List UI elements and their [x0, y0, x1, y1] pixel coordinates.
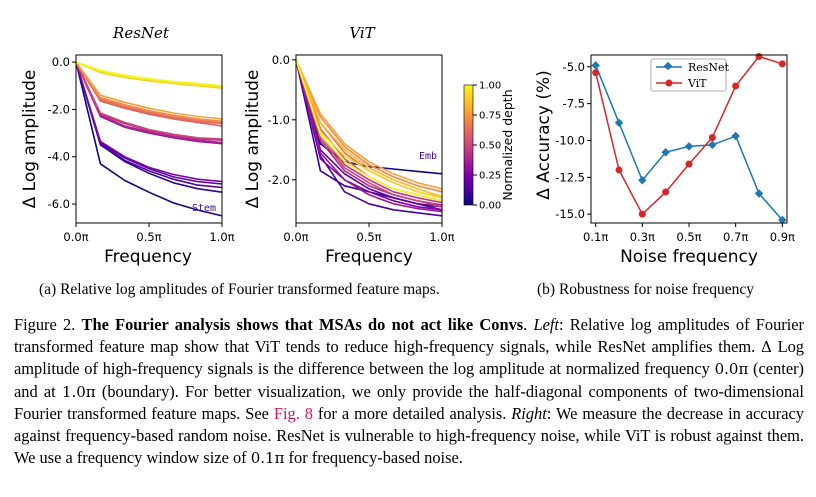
robustness-xtick-label: 0.9π — [770, 230, 795, 244]
resnet-line-15 — [75, 61, 223, 88]
resnet-xtick-label: 0.5π — [136, 230, 161, 244]
robustness-xtick-label: 0.3π — [630, 230, 655, 244]
resnet-line-16 — [75, 61, 223, 87]
vit-line-0 — [295, 59, 443, 175]
resnet-line-6 — [75, 61, 223, 144]
figure-caption: Figure 2. The Fourier analysis shows tha… — [14, 315, 805, 467]
resnet-line-4 — [75, 61, 223, 183]
colorbar-tick-label: 0.00 — [479, 201, 501, 212]
vit-point — [732, 82, 740, 90]
colorbar-gradient — [463, 84, 474, 206]
resnet-xtick-label: 0.0π — [63, 230, 88, 244]
resnet-title: ResNet — [112, 24, 170, 42]
vit-point — [708, 134, 716, 142]
vit-title: ViT — [349, 24, 375, 42]
resnet-line-8 — [75, 61, 223, 140]
legend-vit-marker — [665, 79, 673, 87]
resnet-ytick-label: -2.0 — [48, 102, 70, 116]
robustness-xtick-label: 0.7π — [723, 230, 748, 244]
robustness-xlabel: Noise frequency — [620, 247, 758, 267]
colorbar-tick-label: 0.75 — [479, 111, 501, 122]
vit-ticks: 0.0π 0.5π 1.0π 0.0 -1.0 -2.0 — [268, 53, 455, 244]
subcaption-a: (a) Relative log amplitudes of Fourier t… — [39, 281, 440, 298]
resnet-ytick-label: -4.0 — [48, 150, 70, 164]
legend-resnet-label: ResNet — [688, 61, 730, 74]
vit-ylabel: Δ Log amplitude — [243, 70, 263, 209]
resnet-ylabel: Δ Log amplitude — [20, 70, 40, 209]
vit-point — [638, 210, 646, 218]
vit-line-4 — [295, 59, 443, 211]
vit-xlabel: Frequency — [325, 247, 413, 267]
vit-line-13 — [295, 59, 443, 198]
figure: ResNet 0.0π 0.5π 1.0π0.0-2.0-4.0-6.0 Stem … — [20, 24, 795, 267]
resnet-point — [684, 142, 694, 151]
vit-xtick-label: 0.5π — [356, 230, 381, 244]
resnet-xtick-label: 1.0π — [209, 230, 234, 244]
vit-line-14 — [295, 59, 443, 199]
robustness-ytick-label: -15.0 — [555, 207, 585, 221]
vit-series-lines — [295, 59, 443, 217]
resnet-line-3 — [75, 61, 223, 185]
robustness-ticks: 0.1π 0.3π 0.5π 0.7π 0.9π -5.0 -7.5 -10.0 -12.5 -1… — [555, 60, 795, 244]
robustness-xtick-label: 0.1π — [583, 230, 608, 244]
vit-point — [778, 60, 786, 68]
robustness-xtick-label: 0.5π — [676, 230, 701, 244]
vit-xtick-label: 1.0π — [429, 230, 454, 244]
vit-panel: ViT 0.0π 0.5π 1.0π 0.0 -1.0 -2.0 Emb Frequenc… — [243, 24, 455, 267]
legend: ResNet ViT — [650, 58, 730, 92]
vit-ytick-label: -2.0 — [268, 173, 290, 187]
resnet-line-14 — [75, 61, 223, 89]
resnet-ytick-label: 0.0 — [52, 55, 70, 69]
vit-line-12 — [295, 59, 443, 190]
resnet-series-lines — [75, 61, 223, 217]
vit-point — [662, 188, 670, 196]
colorbar: 0.00 0.25 0.50 0.75 1.00 Normalized depth — [463, 81, 515, 212]
robustness-ylabel: Δ Accuracy (%) — [534, 70, 554, 199]
vit-line-15 — [295, 59, 443, 202]
resnet-point — [731, 131, 740, 141]
colorbar-label: Normalized depth — [500, 89, 515, 200]
robustness-ytick-label: -7.5 — [563, 97, 585, 111]
resnet-line-0 — [75, 61, 223, 217]
vit-point — [592, 69, 600, 77]
resnet-point — [591, 61, 600, 70]
subcaption-b: (b) Robustness for noise frequency — [537, 281, 754, 298]
robustness-ytick-label: -10.0 — [555, 133, 585, 147]
vit-annotation: Emb — [419, 151, 437, 162]
vit-point — [615, 166, 623, 174]
resnet-line-12 — [75, 61, 223, 123]
vit-xtick-label: 0.0π — [283, 230, 308, 244]
vit-ytick-label: -1.0 — [268, 113, 290, 127]
resnet-line-9 — [75, 61, 223, 127]
robustness-ytick-label: -5.0 — [563, 60, 585, 74]
vit-point — [685, 160, 693, 168]
colorbar-ticks: 0.00 0.25 0.50 0.75 1.00 — [473, 81, 501, 212]
resnet-ytick-label: -6.0 — [48, 197, 70, 211]
resnet-line-7 — [75, 61, 223, 141]
resnet-point — [614, 118, 624, 128]
vit-line-5 — [295, 59, 443, 213]
robustness-panel: 0.1π 0.3π 0.5π 0.7π 0.9π -5.0 -7.5 -10.0 -12.5 -1… — [534, 52, 795, 267]
resnet-line-5 — [75, 61, 223, 145]
colorbar-tick-label: 0.50 — [479, 141, 501, 152]
resnet-line-10 — [75, 61, 223, 125]
resnet-line-11 — [75, 61, 223, 124]
resnet-panel: ResNet 0.0π 0.5π 1.0π0.0-2.0-4.0-6.0 Stem … — [20, 24, 235, 267]
resnet-ticks: 0.0π 0.5π 1.0π 0.0 -2.0 -4.0 -6.0 — [48, 55, 235, 244]
vit-point — [755, 52, 763, 60]
resnet-annotation: Stem — [192, 203, 216, 214]
vit-line-8 — [295, 59, 443, 208]
robustness-ytick-label: -12.5 — [555, 170, 585, 184]
colorbar-tick-label: 0.25 — [479, 171, 501, 182]
fig-8-link[interactable]: Fig. 8 — [273, 404, 313, 424]
colorbar-tick-label: 1.00 — [479, 81, 501, 92]
resnet-line-13 — [75, 61, 223, 120]
resnet-line-2 — [75, 61, 223, 189]
resnet-line-1 — [75, 61, 223, 193]
vit-ytick-label: 0.0 — [272, 53, 290, 67]
resnet-xlabel: Frequency — [104, 247, 192, 267]
vit-line-11 — [295, 59, 443, 193]
legend-vit-label: ViT — [687, 77, 707, 90]
